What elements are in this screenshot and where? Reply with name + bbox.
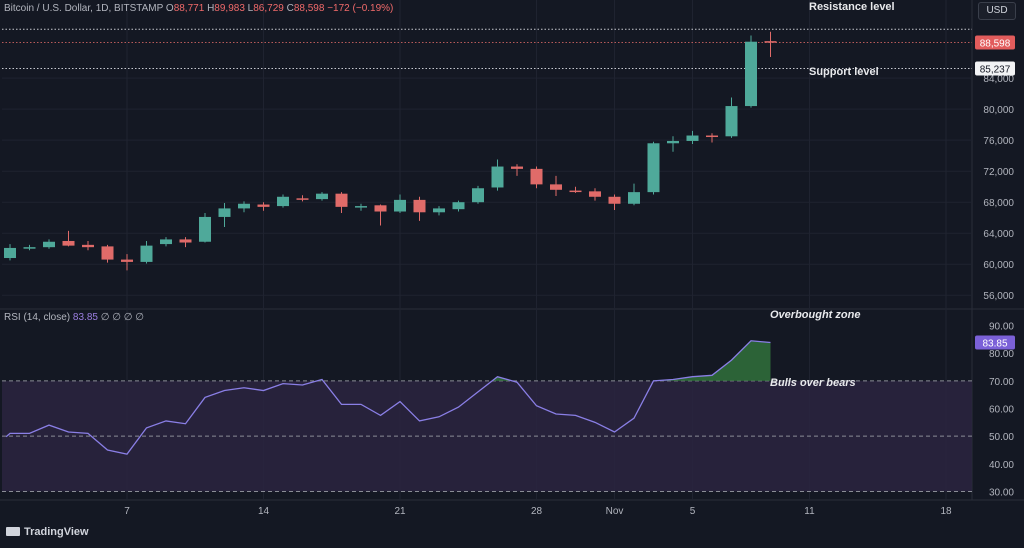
support-price-tag: [975, 61, 1015, 76]
rsi-line: [5, 340, 771, 455]
candle-body: [725, 106, 738, 137]
rsi-value-tag: [975, 335, 1015, 350]
low-value: 86,729: [253, 3, 284, 14]
rsi-value-tag-label: 83.85: [982, 339, 1007, 350]
candle-body: [277, 196, 289, 207]
candle-body: [433, 208, 445, 213]
candle-body: [472, 188, 484, 203]
candle-body: [43, 241, 55, 248]
price-tick-label: 76,000: [983, 136, 1014, 147]
rsi-tick-label: 80.00: [989, 349, 1014, 360]
candle-body: [589, 191, 601, 197]
low-label: L: [247, 3, 254, 14]
candle-body: [121, 259, 133, 262]
brand-logo[interactable]: TradingView: [6, 526, 89, 538]
rsi-tick-label: 90.00: [989, 322, 1014, 333]
candle-body: [218, 208, 231, 217]
candle-body: [569, 190, 582, 193]
symbol-header: Bitcoin / U.S. Dollar, 1D, BITSTAMP O88,…: [4, 3, 393, 14]
candle-body: [413, 199, 426, 213]
high-label: H: [207, 3, 215, 14]
open-label: O: [165, 3, 174, 14]
price-tick-label: 56,000: [983, 291, 1014, 302]
candle-body: [335, 193, 348, 207]
candle-body: [140, 245, 153, 262]
close-label: C: [286, 3, 294, 14]
rsi-tick-label: 50.00: [989, 432, 1014, 443]
candle-body: [706, 135, 718, 138]
tradingview-icon: [6, 527, 20, 536]
candle-body: [686, 135, 699, 141]
candle-body: [257, 204, 270, 207]
time-tick-label: 14: [258, 506, 270, 517]
change-value: −172 (−0.19%): [327, 3, 394, 14]
price-tick-label: 68,000: [983, 198, 1014, 209]
last-price-tag: [975, 35, 1015, 50]
resistance-annotation: Resistance level: [809, 1, 895, 13]
candle-body: [316, 193, 328, 200]
rsi-tick-label: 60.00: [989, 405, 1014, 416]
brand-name: TradingView: [24, 526, 89, 538]
candle-body: [355, 206, 367, 208]
time-tick-label: Nov: [606, 506, 624, 517]
symbol-title: Bitcoin / U.S. Dollar, 1D, BITSTAMP: [4, 3, 164, 14]
support-price-label: 85,237: [980, 65, 1011, 76]
candle-body: [550, 184, 562, 190]
candle-body: [199, 216, 211, 242]
candle-body: [647, 143, 660, 193]
candle-body: [101, 246, 114, 260]
candle-body: [23, 247, 36, 249]
rsi-value: 83.85: [72, 312, 98, 323]
candle-body: [530, 168, 543, 185]
candle-body: [511, 166, 523, 169]
price-tick-label: 60,000: [983, 260, 1014, 271]
time-tick-label: 5: [690, 506, 696, 517]
overbought-annotation: Overbought zone: [770, 309, 861, 321]
price-tick-label: 80,000: [983, 105, 1014, 116]
candle-body: [238, 203, 250, 209]
candle-body: [179, 239, 192, 243]
candle-body: [745, 41, 757, 107]
candle-body: [62, 240, 75, 246]
price-tick-label: 84,000: [983, 74, 1014, 85]
time-tick-label: 21: [394, 506, 406, 517]
candle-body: [608, 196, 621, 204]
candle-body: [4, 247, 16, 259]
price-tick-label: 72,000: [983, 167, 1014, 178]
price-tick-label: 64,000: [983, 229, 1014, 240]
time-tick-label: 28: [531, 506, 543, 517]
last-price-label: 88,598: [980, 39, 1011, 50]
candle-body: [628, 192, 640, 204]
candle-body: [374, 205, 387, 212]
candle-body: [82, 244, 94, 248]
bulls-annotation: Bulls over bears: [770, 377, 856, 389]
candle-body: [452, 202, 465, 210]
candle-body: [667, 140, 679, 144]
rsi-header: RSI (14, close) 83.85 ∅ ∅ ∅ ∅: [4, 312, 144, 323]
high-value: 89,983: [214, 3, 245, 14]
candle-body: [764, 41, 777, 43]
time-tick-label: 7: [124, 506, 130, 517]
candle-body: [296, 198, 309, 200]
time-tick-label: 11: [804, 506, 815, 517]
rsi-extras[interactable]: ∅ ∅ ∅ ∅: [100, 312, 144, 323]
candle-body: [160, 239, 172, 245]
rsi-label: RSI (14, close): [4, 312, 71, 323]
rsi-tick-label: 30.00: [989, 487, 1014, 498]
rsi-tick-label: 40.00: [989, 460, 1014, 471]
open-value: 88,771: [173, 3, 205, 14]
time-tick-label: 18: [940, 506, 952, 517]
support-annotation: Support level: [809, 66, 879, 78]
currency-button[interactable]: USD: [978, 2, 1016, 20]
candle-body: [491, 166, 504, 188]
candle-body: [394, 199, 406, 212]
rsi-tick-label: 70.00: [989, 377, 1014, 388]
overbought-fill: [317, 340, 771, 381]
close-value: 88,598: [293, 3, 325, 14]
